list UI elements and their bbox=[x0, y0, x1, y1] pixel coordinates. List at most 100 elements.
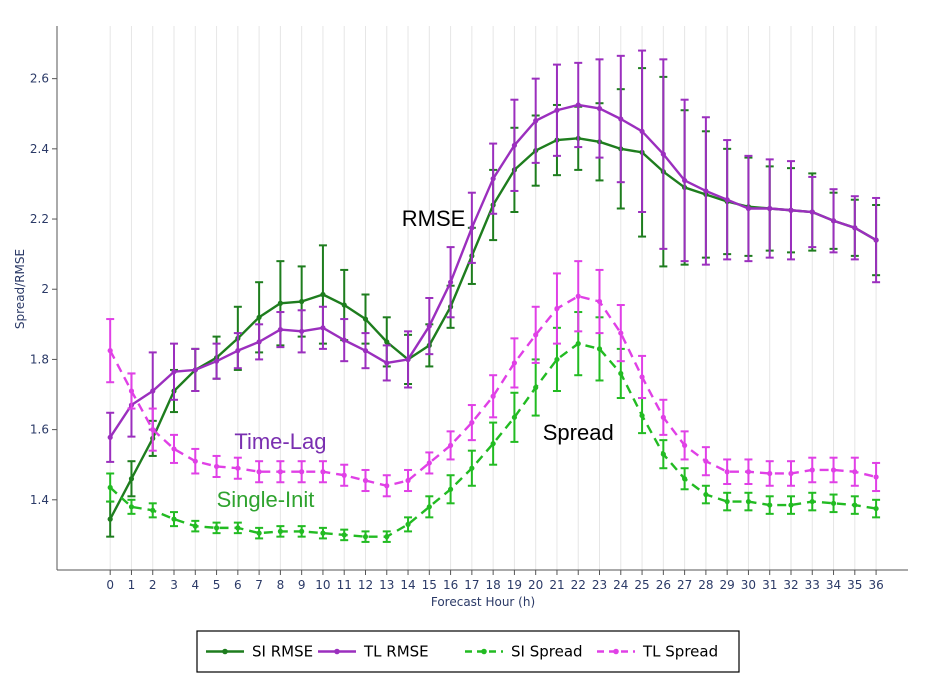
x-tick-label: 0 bbox=[106, 578, 114, 592]
x-axis-title: Forecast Hour (h) bbox=[431, 595, 535, 609]
legend-marker bbox=[334, 648, 340, 655]
data-point bbox=[405, 356, 411, 363]
annotation-label: Time-Lag bbox=[234, 429, 326, 454]
data-point bbox=[469, 225, 475, 231]
data-point bbox=[788, 502, 794, 508]
data-point bbox=[107, 516, 113, 522]
series-tl-spread bbox=[106, 260, 881, 498]
data-point bbox=[405, 521, 411, 527]
data-point bbox=[171, 369, 177, 375]
data-point bbox=[575, 293, 581, 299]
data-point bbox=[150, 427, 156, 433]
data-point bbox=[320, 469, 326, 475]
x-tick-label: 13 bbox=[379, 578, 394, 592]
x-tick-label: 19 bbox=[507, 578, 522, 592]
legend-marker bbox=[613, 648, 619, 655]
data-point bbox=[299, 298, 305, 305]
data-point bbox=[150, 388, 156, 394]
data-point bbox=[745, 498, 752, 505]
x-tick-label: 25 bbox=[634, 578, 649, 592]
series-layer bbox=[106, 49, 881, 543]
data-point bbox=[341, 302, 347, 308]
data-point bbox=[320, 530, 326, 536]
data-point bbox=[724, 197, 730, 203]
data-point bbox=[575, 341, 581, 347]
data-point bbox=[150, 507, 156, 513]
axes-layer: 0 1 2 3 4 5 6 7 8 9 10 11 12 13 14 15 16 17 18 19 20 21 22 23 24… bbox=[30, 26, 908, 592]
x-tick-label: 7 bbox=[255, 578, 263, 592]
data-point bbox=[639, 128, 645, 134]
data-point bbox=[533, 384, 539, 391]
data-point bbox=[256, 339, 262, 345]
data-point bbox=[852, 469, 858, 475]
data-point bbox=[447, 442, 454, 449]
data-point bbox=[809, 498, 815, 505]
data-point bbox=[362, 348, 369, 354]
data-point bbox=[682, 476, 688, 482]
x-tick-label: 18 bbox=[485, 578, 500, 592]
data-point bbox=[788, 207, 794, 213]
data-point bbox=[277, 300, 283, 306]
data-point bbox=[618, 330, 624, 336]
x-tick-label: 11 bbox=[337, 578, 352, 592]
data-point bbox=[362, 316, 369, 322]
y-tick-label: 1.8 bbox=[30, 352, 49, 366]
data-point bbox=[213, 358, 220, 364]
data-point bbox=[192, 458, 198, 464]
data-point bbox=[128, 388, 135, 394]
data-point bbox=[405, 477, 411, 484]
x-tick-label: 35 bbox=[847, 578, 862, 592]
x-tick-label: 6 bbox=[234, 578, 242, 592]
legend: SI RMSE TL RMSE SI Spread TL Spread bbox=[196, 630, 740, 673]
data-point bbox=[128, 504, 135, 510]
x-tick-label: 20 bbox=[528, 578, 543, 592]
data-point bbox=[171, 446, 177, 452]
data-point bbox=[703, 188, 709, 194]
x-tick-label: 34 bbox=[826, 578, 841, 592]
data-point bbox=[299, 528, 305, 534]
data-point bbox=[426, 504, 432, 510]
data-point bbox=[192, 523, 198, 529]
data-point bbox=[703, 491, 709, 498]
x-tick-label: 5 bbox=[213, 578, 221, 592]
x-tick-label: 15 bbox=[422, 578, 437, 592]
x-tick-label: 4 bbox=[191, 578, 199, 592]
data-point bbox=[703, 458, 709, 464]
data-point bbox=[745, 205, 752, 212]
data-point bbox=[299, 328, 305, 334]
data-point bbox=[852, 225, 858, 231]
data-point bbox=[830, 467, 837, 473]
x-tick-label: 27 bbox=[677, 578, 692, 592]
x-tick-label: 22 bbox=[571, 578, 586, 592]
annotation-label: Spread bbox=[543, 420, 614, 445]
legend-label: SI Spread bbox=[511, 643, 583, 661]
data-point bbox=[447, 279, 454, 285]
data-point bbox=[682, 177, 688, 184]
series-tl-rmse bbox=[106, 49, 881, 463]
legend-marker bbox=[222, 648, 228, 655]
x-tick-label: 1 bbox=[128, 578, 136, 592]
x-tick-label: 14 bbox=[400, 578, 415, 592]
data-point bbox=[320, 325, 326, 331]
data-point bbox=[490, 393, 496, 399]
data-point bbox=[171, 516, 177, 522]
data-point bbox=[320, 291, 326, 298]
data-point bbox=[128, 476, 135, 482]
data-point bbox=[745, 469, 752, 475]
data-point bbox=[256, 469, 262, 475]
data-point bbox=[384, 339, 390, 345]
data-point bbox=[235, 465, 241, 471]
x-tick-label: 26 bbox=[656, 578, 671, 592]
data-point bbox=[788, 470, 794, 477]
x-tick-label: 36 bbox=[868, 578, 883, 592]
x-tick-label: 21 bbox=[549, 578, 564, 592]
data-point bbox=[384, 534, 390, 540]
x-tick-label: 24 bbox=[613, 578, 628, 592]
data-point bbox=[341, 472, 347, 478]
data-point bbox=[533, 118, 539, 124]
data-point bbox=[767, 205, 773, 212]
legend-label: TL RMSE bbox=[363, 643, 429, 661]
legend-label: SI RMSE bbox=[252, 643, 313, 661]
y-tick-label: 2.6 bbox=[30, 72, 49, 86]
